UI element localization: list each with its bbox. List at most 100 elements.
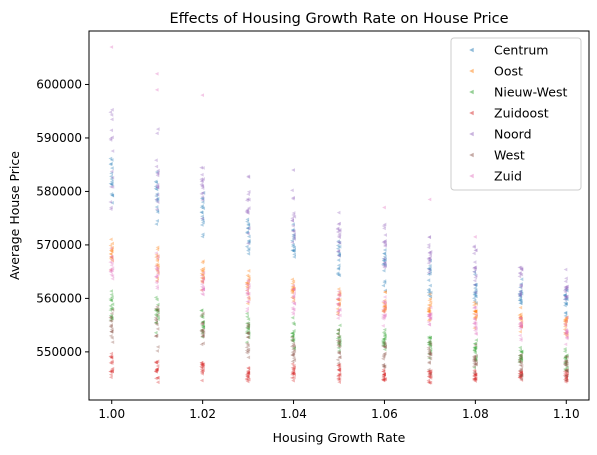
data-point [472,266,476,270]
data-point [337,293,342,298]
data-point [290,218,294,223]
data-point [564,368,568,372]
data-point [564,330,569,335]
data-point [519,370,523,375]
data-point [428,369,433,373]
data-point [108,267,113,272]
data-point [426,242,431,247]
data-point [472,316,477,320]
data-point [109,255,114,260]
data-point [108,252,113,256]
data-point [518,324,523,328]
data-point [564,285,569,289]
data-point [199,223,204,227]
y-axis-ticks: 550000 560000 570000 580000 590000 600000 [36,77,89,359]
data-point [244,340,249,345]
data-point [336,342,341,346]
data-point [200,334,205,339]
data-point [563,322,568,327]
data-point [382,308,386,313]
data-point [109,368,114,372]
data-point [200,312,204,317]
data-point [519,372,523,377]
data-point [427,372,432,377]
data-point [519,324,523,329]
data-point [562,369,567,374]
data-point [562,327,567,332]
data-point [290,334,295,339]
data-point [110,193,115,198]
data-point [109,128,114,133]
data-point [427,235,431,239]
data-point [246,231,250,236]
data-point [290,376,294,380]
data-point [382,377,387,382]
x-tick-label: 1.06 [371,407,398,421]
data-point [201,270,206,275]
data-point [154,333,159,338]
data-point [291,371,296,375]
data-point [381,353,386,358]
data-point [564,331,569,336]
data-point [291,337,296,342]
data-point [246,234,251,239]
data-point [472,290,477,295]
data-point [246,238,251,243]
data-point [519,354,523,358]
data-point [473,309,478,314]
data-point [109,254,114,259]
data-point [290,353,294,357]
data-point [155,210,160,214]
data-point [154,368,159,372]
data-point [381,224,386,228]
data-point [564,332,568,337]
data-point [154,255,158,259]
data-point [428,335,432,340]
data-point [245,322,250,326]
data-point [291,287,296,292]
data-point [155,127,160,131]
data-point [109,306,113,311]
data-point [427,267,432,272]
data-point [246,277,251,281]
data-point [337,301,341,306]
data-point [244,282,249,287]
data-point [110,359,114,364]
data-point [563,368,568,372]
data-point [290,362,295,366]
data-point [518,374,522,379]
data-point [381,369,386,374]
data-point [154,207,159,212]
data-point [563,297,567,302]
data-point [472,369,477,374]
data-point [110,258,115,263]
data-point [337,292,341,297]
data-point [153,264,158,269]
data-point [518,324,523,329]
data-point [244,350,249,355]
data-point [337,365,342,370]
data-point [517,265,522,270]
outlier-point [382,205,386,210]
data-point [201,269,205,273]
data-point [562,297,567,302]
data-point [154,376,158,381]
data-point [155,313,160,317]
data-point [428,342,433,347]
data-point [564,297,569,302]
data-point [292,322,296,327]
data-point [246,291,251,296]
data-point [155,257,160,262]
data-point [200,279,205,283]
data-point [154,275,158,279]
data-point [426,272,431,277]
legend-label: Oost [494,64,523,79]
data-point [109,292,114,297]
data-point [335,302,340,306]
data-point [474,282,478,287]
data-point [428,372,432,377]
data-point [382,334,387,339]
data-point [291,299,296,303]
data-point [200,204,204,208]
data-point [109,177,114,181]
